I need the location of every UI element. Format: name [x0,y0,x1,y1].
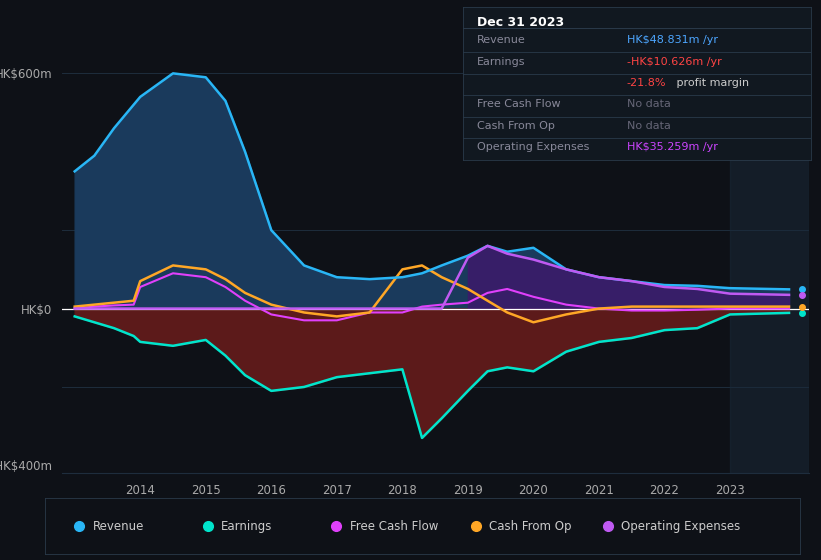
Text: -21.8%: -21.8% [626,78,666,88]
Text: Earnings: Earnings [221,520,273,533]
Text: Cash From Op: Cash From Op [489,520,571,533]
Text: profit margin: profit margin [672,78,749,88]
Text: Free Cash Flow: Free Cash Flow [350,520,438,533]
Text: HK$35.259m /yr: HK$35.259m /yr [626,142,718,152]
Text: Operating Expenses: Operating Expenses [621,520,741,533]
Text: No data: No data [626,121,671,131]
Text: HK$48.831m /yr: HK$48.831m /yr [626,35,718,45]
Text: Cash From Op: Cash From Op [477,121,555,131]
Text: Earnings: Earnings [477,57,525,67]
Text: Revenue: Revenue [477,35,525,45]
Text: Free Cash Flow: Free Cash Flow [477,100,561,109]
Text: Dec 31 2023: Dec 31 2023 [477,16,564,30]
Text: Revenue: Revenue [93,520,144,533]
Text: No data: No data [626,100,671,109]
Bar [730,42,809,473]
Text: -HK$10.626m /yr: -HK$10.626m /yr [626,57,722,67]
Text: Operating Expenses: Operating Expenses [477,142,589,152]
